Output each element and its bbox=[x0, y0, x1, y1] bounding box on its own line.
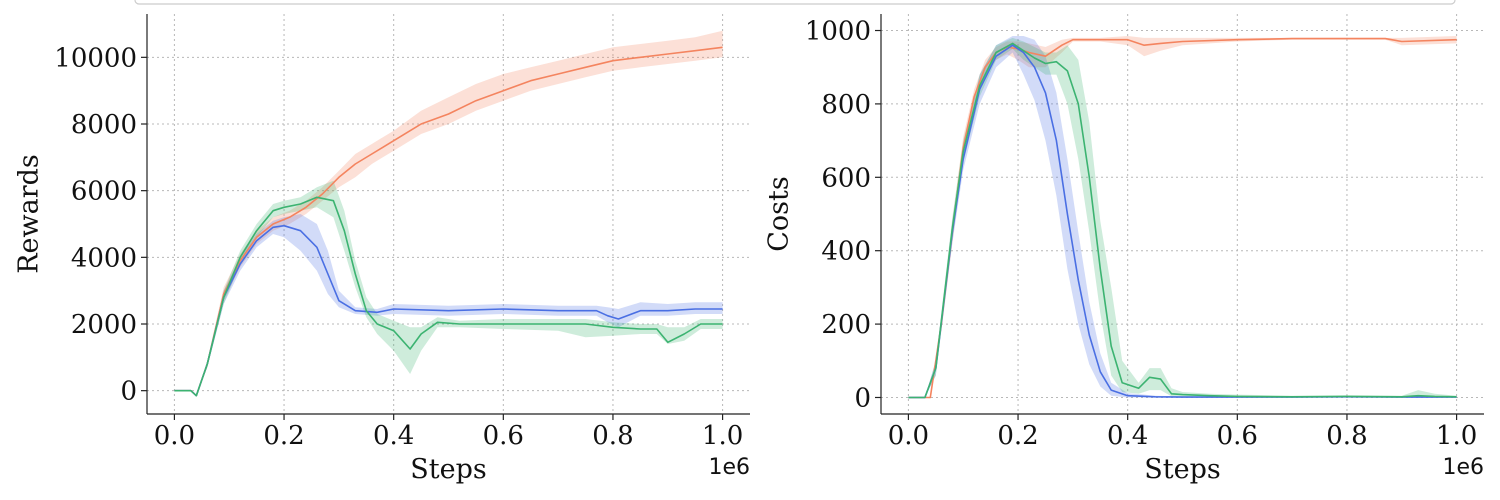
costs-band-green bbox=[908, 37, 1457, 398]
costs-x-axis-title: Steps bbox=[1144, 454, 1220, 485]
rewards-x-tick-label-0: 0.0 bbox=[154, 421, 195, 451]
costs-line-green bbox=[908, 42, 1457, 399]
rewards-band-blue bbox=[174, 214, 723, 396]
costs-y-tick-label-1: 200 bbox=[821, 310, 871, 340]
costs-band-orange bbox=[908, 36, 1457, 398]
rewards-y-tick-label-2: 4000 bbox=[71, 243, 137, 273]
rewards-band-orange bbox=[174, 30, 723, 396]
rewards-lines bbox=[174, 46, 723, 397]
rewards-y-tick-label-4: 8000 bbox=[71, 110, 137, 140]
costs-line-blue bbox=[908, 44, 1457, 399]
rewards-x-tick-label-4: 0.8 bbox=[592, 421, 633, 451]
costs-x-tick-label-2: 0.4 bbox=[1107, 421, 1148, 451]
costs-x-ticks: 0.0 0.2 0.4 0.6 0.8 1.0 bbox=[888, 414, 1477, 451]
costs-x-tick-label-5: 1.0 bbox=[1436, 421, 1477, 451]
rewards-x-tick-label-3: 0.6 bbox=[483, 421, 524, 451]
rewards-band-green bbox=[174, 180, 723, 396]
costs-x-offset-label: 1e6 bbox=[1442, 455, 1484, 480]
costs-line-orange bbox=[908, 37, 1457, 399]
costs-y-tick-label-4: 800 bbox=[821, 90, 871, 120]
costs-x-tick-label-3: 0.6 bbox=[1217, 421, 1258, 451]
costs-band-blue bbox=[908, 36, 1457, 398]
costs-bands bbox=[908, 36, 1457, 398]
costs-lines bbox=[908, 37, 1457, 399]
rewards-x-tick-label-2: 0.4 bbox=[373, 421, 414, 451]
rewards-line-green bbox=[174, 196, 723, 397]
costs-x-tick-label-1: 0.2 bbox=[997, 421, 1038, 451]
rewards-y-tick-label-3: 6000 bbox=[71, 177, 137, 207]
rewards-x-tick-label-5: 1.0 bbox=[702, 421, 743, 451]
rewards-bands bbox=[174, 30, 723, 396]
rewards-y-tick-label-5: 10000 bbox=[54, 43, 137, 73]
costs-x-tick-label-0: 0.0 bbox=[888, 421, 929, 451]
rewards-x-tick-label-1: 0.2 bbox=[263, 421, 304, 451]
costs-y-tick-label-5: 1000 bbox=[805, 17, 871, 47]
costs-grid bbox=[881, 14, 1484, 414]
rewards-line-blue bbox=[174, 224, 723, 397]
rewards-y-axis-title: Rewards bbox=[14, 154, 45, 274]
costs-y-ticks: 0 200 400 600 800 1000 bbox=[805, 17, 881, 413]
costs-y-tick-label-2: 400 bbox=[821, 237, 871, 267]
rewards-y-ticks: 0 2000 4000 6000 8000 10000 bbox=[54, 43, 147, 407]
legend-frame bbox=[134, 0, 1456, 5]
rewards-y-tick-label-1: 2000 bbox=[71, 310, 137, 340]
rewards-x-offset-label: 1e6 bbox=[708, 455, 750, 480]
rewards-x-ticks: 0.0 0.2 0.4 0.6 0.8 1.0 bbox=[154, 414, 743, 451]
costs-x-tick-label-4: 0.8 bbox=[1326, 421, 1367, 451]
rewards-chart: 0.0 0.2 0.4 0.6 0.8 1.0 0 2000 4000 6000 8000 1000… bbox=[14, 14, 750, 485]
rewards-grid bbox=[147, 14, 750, 414]
costs-y-tick-label-3: 600 bbox=[821, 163, 871, 193]
rewards-x-axis-title: Steps bbox=[410, 454, 486, 485]
costs-y-axis-title: Costs bbox=[764, 176, 795, 251]
costs-y-tick-label-0: 0 bbox=[854, 383, 871, 413]
rewards-y-tick-label-0: 0 bbox=[120, 377, 137, 407]
costs-chart: 0.0 0.2 0.4 0.6 0.8 1.0 0 200 400 600 800 1000 Ste… bbox=[764, 14, 1484, 485]
